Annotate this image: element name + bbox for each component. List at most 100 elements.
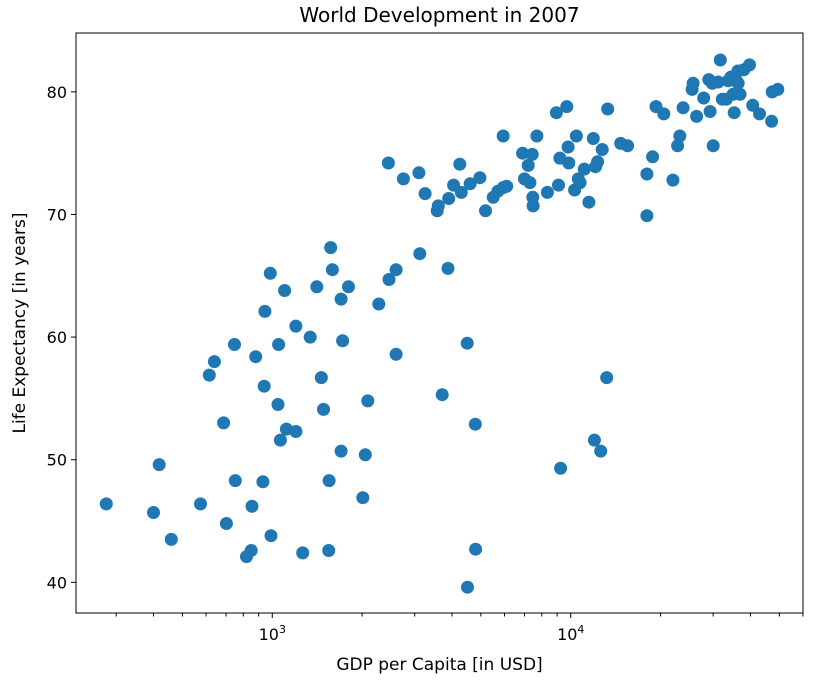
data-point [256, 475, 270, 489]
data-point [228, 338, 241, 351]
data-point [587, 433, 601, 447]
data-point [460, 336, 474, 350]
y-axis-label: Life Expectancy [in years] [10, 212, 30, 433]
data-point [396, 172, 410, 186]
data-point [273, 433, 287, 447]
data-point [496, 129, 510, 143]
data-point [743, 58, 756, 72]
data-point [202, 368, 216, 382]
data-point [569, 129, 583, 143]
data-point [322, 474, 336, 488]
data-point [525, 147, 539, 161]
data-point [453, 157, 467, 171]
data-point [278, 284, 292, 297]
data-point [771, 82, 785, 96]
data-point [296, 546, 310, 560]
data-point [582, 195, 596, 209]
data-point [310, 280, 324, 294]
data-point [441, 261, 455, 275]
data-point [727, 106, 741, 120]
data-point [601, 102, 615, 116]
x-tick-label: 104 [557, 623, 584, 644]
data-point [586, 132, 600, 145]
data-point [418, 187, 432, 201]
data-point [591, 155, 605, 169]
data-point [164, 532, 178, 546]
data-point [526, 199, 540, 213]
data-point [594, 444, 608, 458]
data-point [324, 241, 338, 255]
data-point [258, 304, 272, 318]
data-point [560, 100, 574, 114]
y-tick-label: 80 [47, 83, 67, 102]
data-point [317, 402, 330, 416]
data-point [314, 371, 328, 385]
data-point [673, 129, 687, 143]
data-point [356, 491, 370, 505]
data-point [562, 156, 576, 170]
data-point [500, 179, 514, 193]
data-point [706, 139, 720, 153]
data-point [640, 167, 654, 181]
data-point [413, 247, 427, 261]
data-point [271, 398, 285, 411]
data-point [289, 425, 303, 438]
data-point [479, 204, 492, 218]
data-point [382, 273, 396, 286]
data-point [389, 347, 403, 361]
data-point [600, 371, 614, 385]
data-point [521, 158, 535, 172]
data-point [264, 529, 278, 543]
data-point [361, 394, 375, 408]
data-point [334, 292, 348, 306]
x-axis-ticks: 103 104 [115, 613, 804, 644]
data-point [431, 199, 445, 213]
data-point [249, 350, 263, 364]
data-point [245, 499, 259, 513]
data-point [686, 76, 700, 90]
data-point [217, 416, 231, 430]
x-tick-label: 103 [259, 623, 286, 644]
data-point [530, 129, 544, 143]
data-point [435, 388, 449, 402]
data-point [389, 263, 403, 277]
data-point [765, 114, 779, 128]
data-point [554, 461, 568, 475]
data-point [573, 176, 587, 190]
data-point [228, 474, 242, 488]
data-point [147, 506, 160, 519]
data-point [322, 544, 336, 557]
data-point [733, 87, 747, 101]
data-point [711, 75, 725, 89]
data-point [753, 107, 766, 121]
data-point [463, 177, 477, 191]
data-point [561, 140, 575, 154]
y-tick-label: 40 [47, 573, 67, 592]
data-point [713, 53, 727, 67]
data-point [697, 91, 711, 105]
data-point [523, 176, 537, 190]
data-point [334, 444, 348, 458]
data-point [289, 319, 303, 333]
data-points [99, 53, 785, 594]
data-point [468, 417, 482, 431]
data-point [412, 166, 426, 180]
data-point [595, 143, 609, 156]
data-point [577, 162, 591, 176]
y-tick-label: 60 [47, 328, 67, 347]
y-axis-ticks: 40 50 60 70 80 [47, 83, 76, 592]
data-point [342, 280, 355, 294]
data-point [552, 178, 565, 192]
plot-frame [75, 32, 804, 614]
data-point [516, 146, 530, 160]
data-point [646, 150, 660, 164]
data-point [336, 334, 350, 348]
data-point [690, 109, 704, 123]
data-point [263, 266, 277, 280]
data-point [99, 497, 113, 511]
data-point [676, 101, 690, 115]
data-point [257, 379, 271, 393]
data-point [461, 580, 474, 594]
